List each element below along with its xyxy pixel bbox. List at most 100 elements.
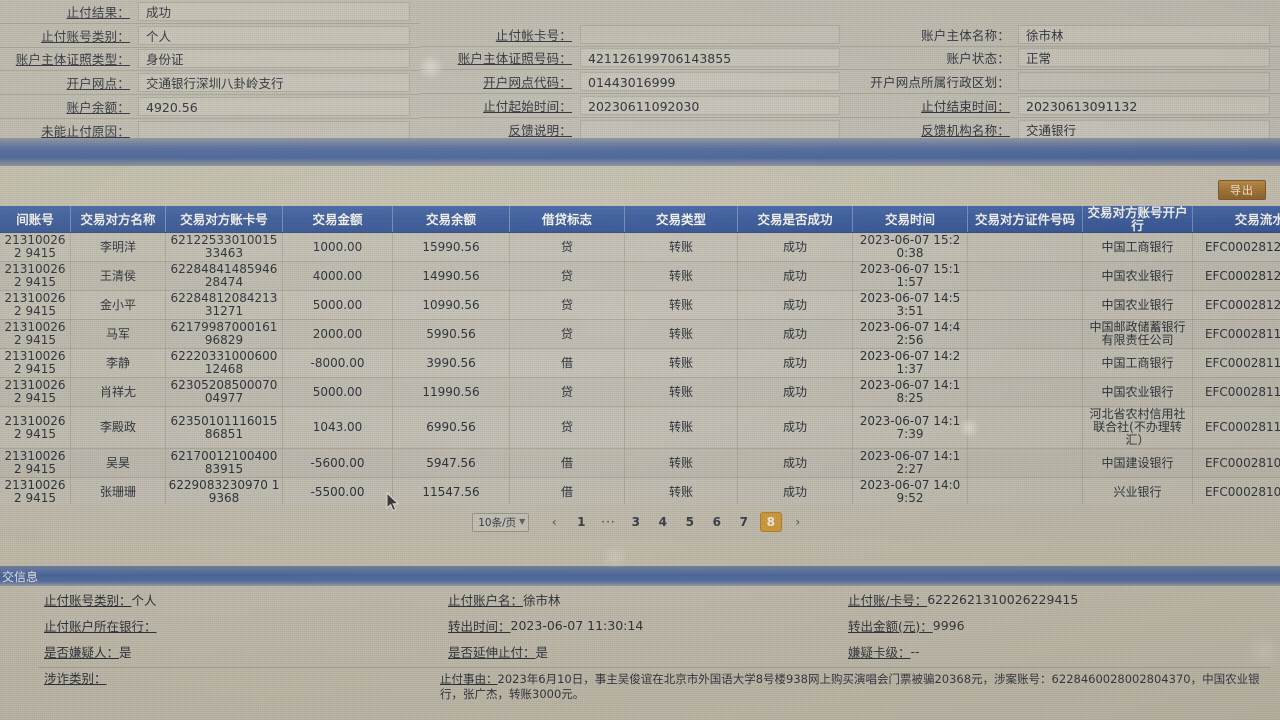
- table-cell-debit-credit: 贷: [509, 406, 625, 449]
- table-cell-txn-success: 成功: [737, 406, 853, 449]
- table-cell-txn-success: 成功: [737, 377, 853, 407]
- table-row[interactable]: 213100262 9415 马军 6217998700016196829 2000.…: [0, 319, 1280, 349]
- field-value[interactable]: 20230613091132: [1018, 96, 1270, 116]
- field-value[interactable]: 徐市林: [1018, 24, 1270, 44]
- field-label: 止付账号类别：: [41, 28, 130, 44]
- field-value[interactable]: 成功: [138, 1, 410, 21]
- table-cell-txn-type: 转账: [624, 406, 738, 449]
- page-number-6[interactable]: 6: [712, 515, 721, 529]
- page-number-8[interactable]: 8: [760, 513, 781, 531]
- table-cell-txn-success: 成功: [737, 319, 853, 349]
- table-cell-txn-type: 转账: [624, 477, 738, 507]
- info-value: 个人: [131, 592, 157, 608]
- table-cell-counterparty: 吴昊: [70, 448, 166, 478]
- mouse-cursor: [386, 492, 400, 512]
- detail-row: 账户主体证照类型： 身份证: [0, 48, 420, 72]
- field-value[interactable]: [580, 24, 840, 44]
- table-row[interactable]: 213100262 9415 张珊珊 6229083230970 19368 -550…: [0, 477, 1280, 507]
- column-header-txn-time[interactable]: 交易时间: [852, 206, 968, 233]
- table-row[interactable]: 213100262 9415 吴昊 6217001210040083915 -5600…: [0, 448, 1280, 478]
- prev-page-button[interactable]: ‹: [551, 515, 557, 529]
- table-cell-txn-time: 2023-06-07 14:17:39: [852, 406, 968, 449]
- table-row[interactable]: 213100262 9415 李殿政 6235010111601586851 1043…: [0, 406, 1280, 449]
- table-cell-opening-bank: 中国农业银行: [1082, 377, 1193, 407]
- table-cell-counterparty: 马军: [70, 319, 166, 349]
- field-value[interactable]: 01443016999: [580, 72, 840, 92]
- table-cell-id-number: [967, 348, 1083, 378]
- table-cell-counterparty: 李明洋: [70, 232, 166, 262]
- table-cell-serial-no: EFC0002811183668: [1192, 377, 1280, 407]
- table-cell-txn-time: 2023-06-07 14:21:37: [852, 348, 968, 378]
- transaction-table: 间账号 交易对方名称 交易对方账卡号 交易金额 交易余额 借贷标志 交易类型 交…: [0, 206, 1280, 536]
- field-value[interactable]: [580, 119, 840, 139]
- next-page-button[interactable]: ›: [795, 515, 801, 529]
- table-cell-serial-no: EFC0002811960740: [1192, 319, 1280, 349]
- field-value[interactable]: 个人: [138, 25, 410, 45]
- field-value[interactable]: 交通银行: [1018, 119, 1270, 139]
- page-number-1[interactable]: 1: [577, 515, 586, 529]
- table-cell-txn-success: 成功: [737, 477, 853, 507]
- bottom-column-left: 止付账号类别： 个人 止付账户所在银行： 是否嫌疑人： 是 涉诈类别：: [0, 586, 440, 690]
- bottom-column-middle: 止付账户名： 徐市林 转出时间： 2023-06-07 11:30:14 是否延…: [440, 586, 840, 690]
- table-cell-counterparty: 李静: [70, 348, 166, 378]
- detail-row-spacer: [420, 0, 850, 23]
- table-cell-serial-no: EFC0002811173005: [1192, 406, 1280, 449]
- screen-glare-spot: [598, 546, 632, 568]
- reason-label: 止付事由：: [440, 672, 498, 686]
- column-header-txn-type[interactable]: 交易类型: [624, 206, 738, 233]
- table-cell-id-number: [967, 319, 1083, 349]
- table-cell-debit-credit: 借: [509, 348, 625, 378]
- table-cell-amount: 4000.00: [282, 261, 393, 291]
- table-cell-txn-success: 成功: [737, 290, 853, 320]
- detail-column-middle: 止付帐卡号： 账户主体证照号码： 421126199706143855 开户网点…: [420, 0, 850, 143]
- column-header-amount[interactable]: 交易金额: [282, 206, 393, 233]
- detail-row: 止付账号类别： 个人: [0, 24, 420, 48]
- table-cell-serial-no: EFC0002812904830: [1192, 232, 1280, 262]
- info-value: 是: [119, 644, 132, 660]
- table-row[interactable]: 213100262 9415 李明洋 6212253301001533463 1000…: [0, 232, 1280, 262]
- field-value[interactable]: 421126199706143855: [580, 48, 840, 68]
- table-header-row: 间账号 交易对方名称 交易对方账卡号 交易金额 交易余额 借贷标志 交易类型 交…: [0, 206, 1280, 233]
- page-number-7[interactable]: 7: [739, 515, 748, 529]
- page-number-3[interactable]: 3: [631, 515, 640, 529]
- table-cell-amount: -8000.00: [282, 348, 393, 378]
- field-value[interactable]: 20230611092030: [580, 96, 840, 116]
- page-size-select[interactable]: 10条/页 ▼: [472, 512, 530, 532]
- field-value[interactable]: 4920.56: [138, 97, 410, 117]
- detail-column-right: 账户主体名称： 徐市林 账户状态： 正常 开户网点所属行政区划： 止付结束时间：…: [850, 0, 1280, 143]
- table-cell-debit-credit: 借: [509, 477, 625, 507]
- table-cell-txn-type: 转账: [624, 348, 738, 378]
- field-value[interactable]: 身份证: [138, 49, 410, 69]
- column-header-serial-no[interactable]: 交易流水号: [1192, 206, 1280, 233]
- column-header-counterparty[interactable]: 交易对方名称: [70, 206, 166, 233]
- table-cell-amount: 1000.00: [282, 232, 393, 262]
- field-value[interactable]: [1018, 72, 1270, 92]
- table-row[interactable]: 213100262 9415 王清侯 6228484148594628474 4000…: [0, 261, 1280, 291]
- page-ellipsis[interactable]: ···: [601, 515, 616, 529]
- column-header-debit-credit[interactable]: 借贷标志: [509, 206, 625, 233]
- column-header-card-no[interactable]: 交易对方账卡号: [165, 206, 283, 233]
- table-cell-opening-bank: 中国工商银行: [1082, 348, 1193, 378]
- field-label: 止付结束时间：: [921, 99, 1010, 115]
- field-value[interactable]: 交通银行深圳八卦岭支行: [138, 73, 410, 93]
- table-row[interactable]: 213100262 9415 李静 6222033100060012468 -8000…: [0, 348, 1280, 378]
- page-number-5[interactable]: 5: [685, 515, 694, 529]
- field-value[interactable]: 正常: [1018, 48, 1270, 68]
- field-label: 止付帐卡号：: [495, 27, 572, 43]
- table-row[interactable]: 213100262 9415 肖祥尢 6230520850007004977 5000…: [0, 377, 1280, 407]
- table-cell-opening-bank: 兴业银行: [1082, 477, 1193, 507]
- table-cell-balance: 5990.56: [392, 319, 510, 349]
- column-header-account[interactable]: 间账号: [0, 206, 71, 233]
- table-cell-account: 213100262 9415: [0, 477, 71, 507]
- column-header-balance[interactable]: 交易余额: [392, 206, 510, 233]
- table-row[interactable]: 213100262 9415 金小平 6228481208421331271 5000…: [0, 290, 1280, 320]
- export-button[interactable]: 导出: [1218, 180, 1266, 200]
- column-header-opening-bank[interactable]: 交易对方账号开户行: [1082, 206, 1193, 233]
- page-number-4[interactable]: 4: [658, 515, 667, 529]
- toolbar-band: [0, 166, 1280, 206]
- column-header-txn-success[interactable]: 交易是否成功: [737, 206, 853, 233]
- column-header-id-number[interactable]: 交易对方证件号码: [967, 206, 1083, 233]
- info-value: 6222621310026229415: [927, 591, 1079, 607]
- table-cell-txn-type: 转账: [624, 377, 738, 407]
- stop-payment-info-panel: 止付账号类别： 个人 止付账户所在银行： 是否嫌疑人： 是 涉诈类别：: [0, 586, 1280, 720]
